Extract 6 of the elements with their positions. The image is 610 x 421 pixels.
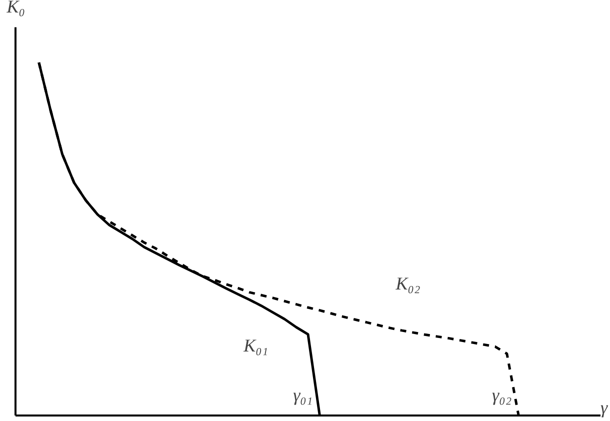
annotation: K₀₁ <box>242 335 268 356</box>
annotation: γ₀₁ <box>293 384 313 405</box>
x-axis-title: γ <box>600 397 608 418</box>
annotation: γ₀₂ <box>492 384 512 405</box>
annotation: K₀₂ <box>394 274 420 294</box>
y-axis-title: K₀ <box>6 0 25 17</box>
